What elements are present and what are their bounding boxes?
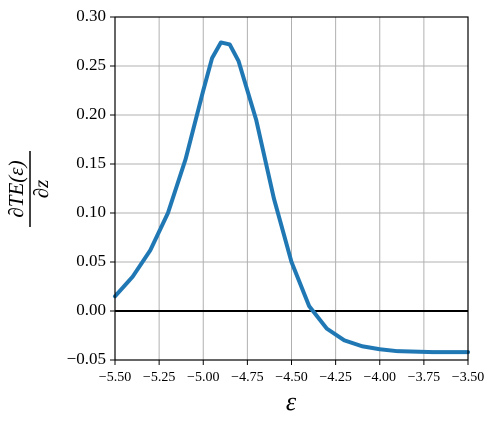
y-tick-label: 0.20: [76, 104, 106, 123]
x-tick-label: −4.25: [319, 370, 351, 385]
y-tick-label: 0.30: [76, 6, 106, 25]
x-tick-label: −4.50: [275, 370, 307, 385]
x-tick-label: −3.50: [452, 370, 484, 385]
x-tick-label: −3.75: [408, 370, 440, 385]
x-tick-label: −4.00: [364, 370, 396, 385]
x-tick-label: −4.75: [231, 370, 263, 385]
y-tick-label: 0.00: [76, 300, 106, 319]
y-tick-label: 0.25: [76, 55, 106, 74]
y-tick-label: 0.15: [76, 153, 106, 172]
y-label-denominator: ∂z: [29, 180, 53, 199]
plot-frame: [114, 16, 469, 361]
x-axis-label: ε: [286, 387, 297, 416]
y-tick-label: 0.05: [76, 251, 106, 270]
y-axis-label: ∂TE(ε) ∂z: [4, 151, 53, 227]
x-tick-label: −5.25: [143, 370, 175, 385]
data-line: [113, 40, 470, 355]
x-tick-label: −5.00: [187, 370, 219, 385]
y-label-numerator: ∂TE(ε): [4, 160, 28, 217]
x-tick-label: −5.50: [99, 370, 131, 385]
y-tick-label: −0.05: [67, 349, 106, 368]
y-tick-label: 0.10: [76, 202, 106, 221]
